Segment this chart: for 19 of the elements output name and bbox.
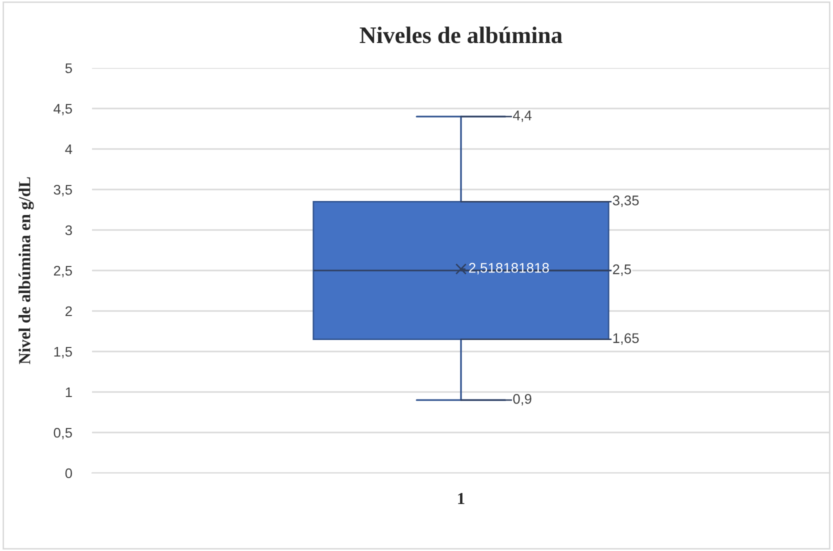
y-tick-label: 2,5 <box>54 266 72 278</box>
y-tick-label: 4,5 <box>54 104 72 116</box>
y-tick-label: 3,5 <box>54 184 72 196</box>
annotation: 3,35 <box>612 196 639 208</box>
y-tick-label: 0 <box>65 468 72 478</box>
annotation: 2,5 <box>612 264 632 276</box>
y-axis-title: Nivel de albúmina en g/dL <box>18 177 34 364</box>
y-tick-label: 1 <box>66 387 72 398</box>
y-tick-label: 4 <box>65 144 72 154</box>
y-tick-label: 1,5 <box>54 346 72 358</box>
y-tick-label: 0,5 <box>54 428 72 440</box>
annotation: 1,65 <box>613 333 639 345</box>
chart-title: Niveles de albúmina <box>360 26 562 44</box>
y-tick-label: 2 <box>66 306 72 316</box>
y-tick-label: 5 <box>65 63 72 74</box>
annotation: 4,4 <box>512 110 532 122</box>
annotation: 2,518181818 <box>469 262 549 274</box>
annotation: 0,9 <box>513 394 532 406</box>
y-tick-label: 3 <box>65 225 72 236</box>
